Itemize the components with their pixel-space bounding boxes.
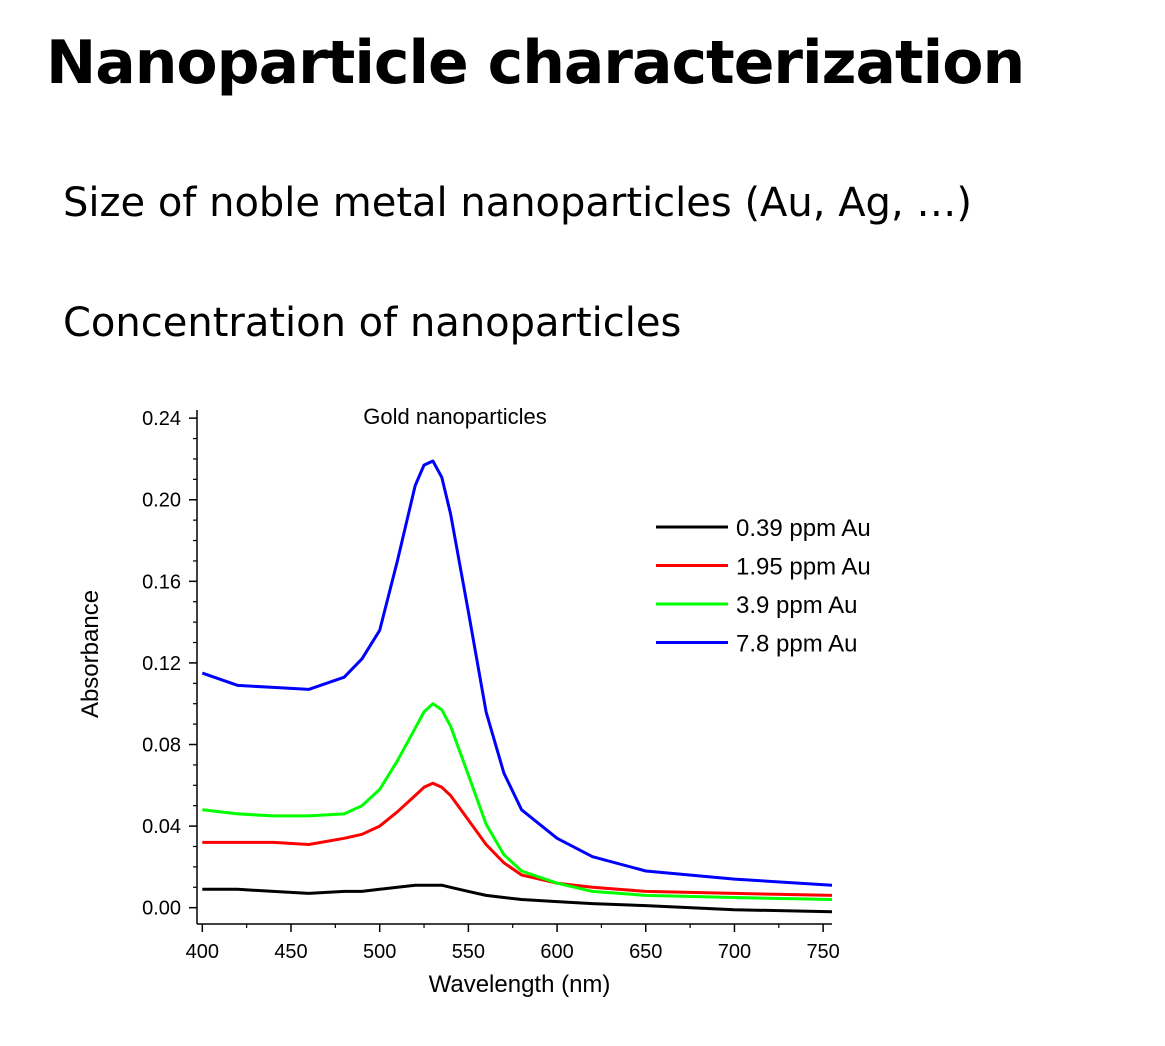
x-tick-label: 550 <box>452 941 485 963</box>
x-tick-label: 450 <box>274 941 307 963</box>
x-tick-label: 500 <box>363 941 396 963</box>
y-tick-label: 0.20 <box>142 490 181 512</box>
series-line-3 <box>202 702 833 901</box>
y-tick-label: 0.16 <box>142 571 181 593</box>
y-axis-label: Absorbance <box>77 590 104 718</box>
x-axis-label: Wavelength (nm) <box>429 971 611 998</box>
bullet-concentration: Concentration of nanoparticles <box>63 300 682 346</box>
y-tick-label: 0.00 <box>142 898 181 920</box>
chart-title: Gold nanoparticles <box>363 404 546 429</box>
y-tick-label: 0.08 <box>142 735 181 757</box>
x-tick-label: 400 <box>186 941 219 963</box>
x-tick-label: 650 <box>629 941 662 963</box>
series-line-2 <box>202 781 833 897</box>
series-line-4 <box>201 459 833 887</box>
x-tick-label: 600 <box>540 941 573 963</box>
x-tick-label: 700 <box>718 941 751 963</box>
legend-label-4: 7.8 ppm Au <box>736 631 857 658</box>
bullet-size: Size of noble metal nanoparticles (Au, A… <box>63 180 972 226</box>
y-tick-label: 0.24 <box>142 408 181 430</box>
x-tick-label: 750 <box>806 941 839 963</box>
y-tick-label: 0.12 <box>142 653 181 675</box>
legend-label-3: 3.9 ppm Au <box>736 592 857 619</box>
series-line-1 <box>202 883 833 914</box>
legend-label-1: 0.39 ppm Au <box>736 515 871 542</box>
slide-title: Nanoparticle characterization <box>46 28 1025 98</box>
legend-label-2: 1.95 ppm Au <box>736 554 871 581</box>
y-tick-label: 0.04 <box>142 816 181 838</box>
